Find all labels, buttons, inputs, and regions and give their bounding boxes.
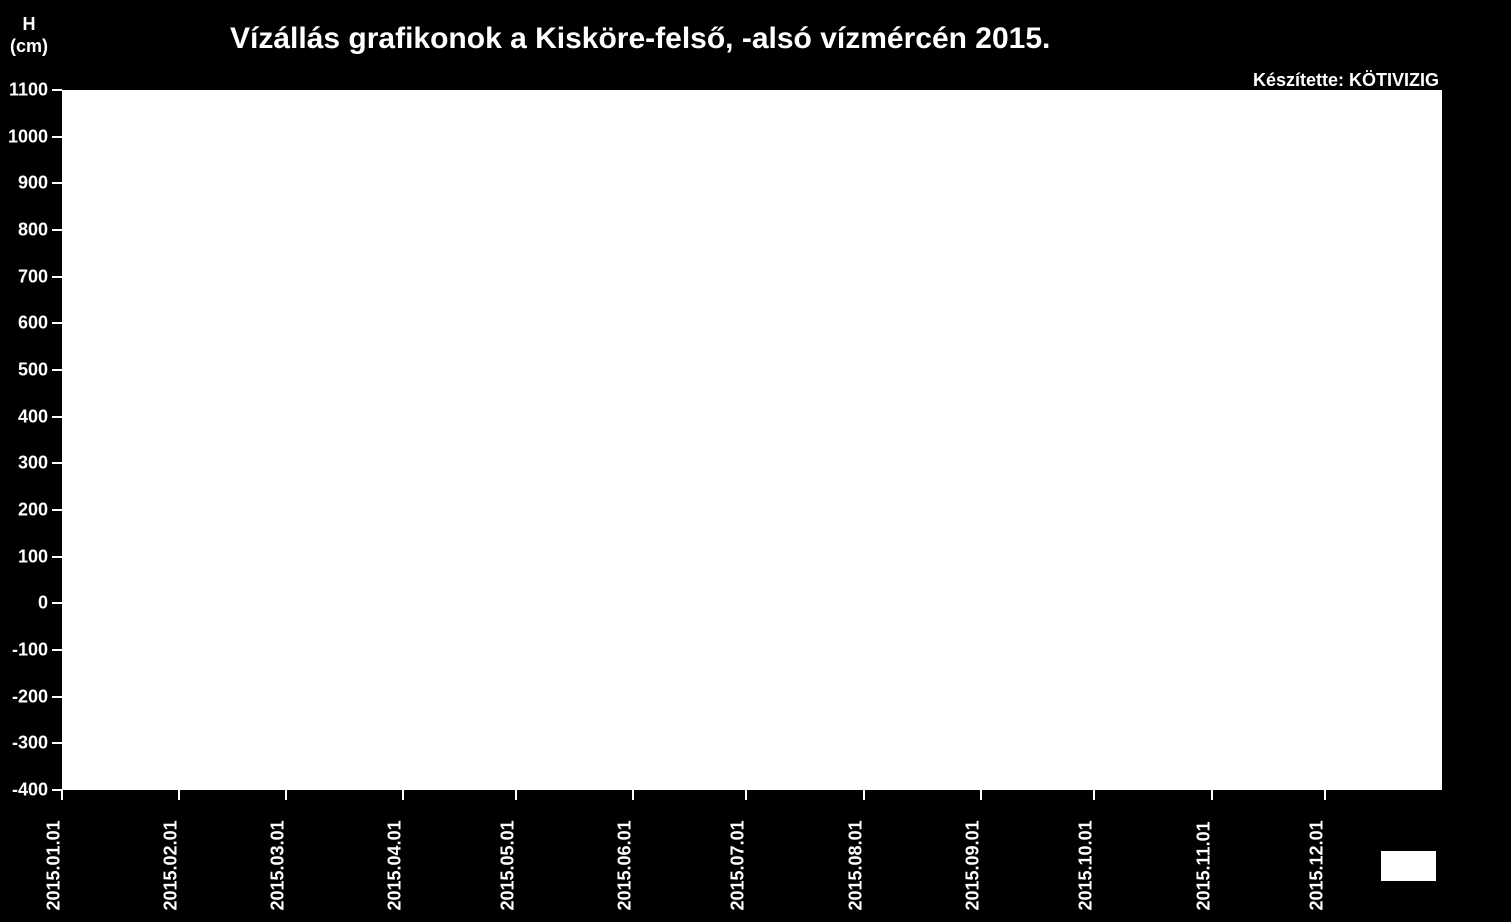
x-tick-label: 2015.02.01	[161, 820, 182, 910]
y-tick-label: -100	[12, 640, 48, 661]
x-tick-mark	[402, 790, 404, 800]
x-tick-label: 2015.07.01	[728, 820, 749, 910]
y-tick-mark	[52, 602, 62, 604]
y-tick-mark	[52, 462, 62, 464]
x-tick-label: 2015.08.01	[845, 820, 866, 910]
y-tick-mark	[52, 556, 62, 558]
y-tick-label: 400	[18, 406, 48, 427]
x-tick-mark	[980, 790, 982, 800]
y-tick-mark	[52, 229, 62, 231]
chart-credit: Készítette: KÖTIVIZIG	[1253, 70, 1439, 91]
y-tick-label: -400	[12, 780, 48, 801]
y-tick-label: 900	[18, 173, 48, 194]
y-tick-mark	[52, 509, 62, 511]
y-tick-label: -300	[12, 733, 48, 754]
y-tick-label: 0	[38, 593, 48, 614]
plot-area	[62, 90, 1442, 790]
x-tick-label: 2015.06.01	[615, 820, 636, 910]
y-tick-mark	[52, 182, 62, 184]
y-tick-label: 800	[18, 220, 48, 241]
x-tick-label: 2015.04.01	[384, 820, 405, 910]
y-tick-label: 500	[18, 360, 48, 381]
x-tick-mark	[61, 790, 63, 800]
x-tick-mark	[285, 790, 287, 800]
x-tick-mark	[515, 790, 517, 800]
y-tick-label: -200	[12, 686, 48, 707]
y-tick-mark	[52, 136, 62, 138]
y-tick-mark	[52, 369, 62, 371]
y-tick-label: 700	[18, 266, 48, 287]
x-tick-mark	[1093, 790, 1095, 800]
y-axis-title-line2: (cm)	[10, 36, 48, 56]
x-tick-label: 2015.01.01	[44, 820, 65, 910]
y-axis-title-line1: H	[23, 14, 36, 34]
y-tick-label: 200	[18, 500, 48, 521]
y-tick-label: 100	[18, 546, 48, 567]
x-tick-mark	[632, 790, 634, 800]
x-tick-mark	[1324, 790, 1326, 800]
y-tick-label: 1100	[9, 80, 48, 101]
x-tick-label: 2015.12.01	[1306, 820, 1327, 910]
chart-title: Vízállás grafikonok a Kisköre-felső, -al…	[230, 22, 1050, 56]
x-tick-label: 2015.10.01	[1076, 820, 1097, 910]
x-tick-label: 2015.11.01	[1193, 821, 1214, 910]
y-tick-mark	[52, 322, 62, 324]
y-tick-mark	[52, 742, 62, 744]
x-tick-mark	[745, 790, 747, 800]
x-tick-label: 2015.05.01	[498, 820, 519, 910]
y-tick-mark	[52, 276, 62, 278]
chart-container: H (cm) Vízállás grafikonok a Kisköre-fel…	[0, 0, 1511, 922]
y-tick-mark	[52, 696, 62, 698]
y-tick-label: 600	[18, 313, 48, 334]
y-tick-label: 300	[18, 453, 48, 474]
x-tick-label: 2015.09.01	[963, 820, 984, 910]
x-tick-mark	[178, 790, 180, 800]
y-axis-title: H (cm)	[4, 14, 54, 57]
y-tick-mark	[52, 649, 62, 651]
y-tick-mark	[52, 89, 62, 91]
x-tick-mark	[863, 790, 865, 800]
y-tick-label: 1000	[8, 126, 48, 147]
legend-box	[1380, 850, 1437, 882]
y-tick-mark	[52, 416, 62, 418]
x-tick-label: 2015.03.01	[267, 820, 288, 910]
x-tick-mark	[1211, 790, 1213, 800]
